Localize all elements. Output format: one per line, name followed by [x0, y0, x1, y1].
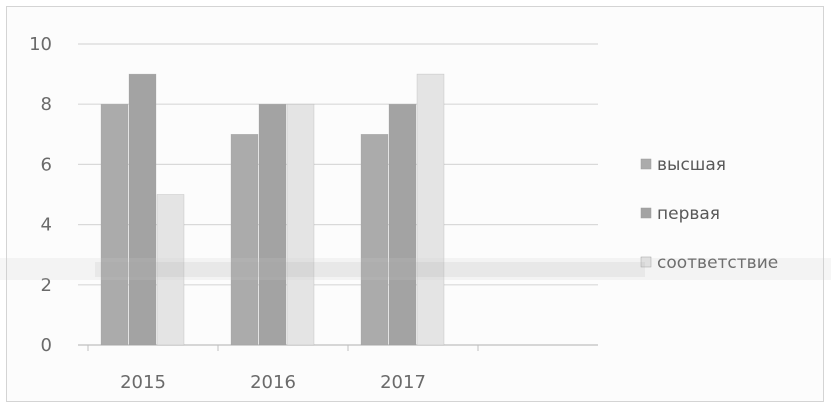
y-tick-label: 10: [29, 34, 52, 55]
legend-swatch: [640, 158, 652, 170]
bar-2015-series-1: [100, 103, 129, 346]
bar-2015-series-3: [156, 194, 185, 346]
bars: [100, 73, 445, 346]
x-tick-label: 2015: [120, 372, 166, 393]
legend-swatch: [640, 207, 652, 219]
y-tick-label: 6: [41, 154, 52, 175]
bar-2017-series-2: [388, 103, 417, 346]
bar-2016-series-1: [230, 134, 259, 346]
y-tick-label: 4: [41, 215, 52, 236]
legend: высшая первая соответствие: [640, 155, 778, 273]
y-tick-label: 2: [41, 275, 52, 296]
x-axis-ticks: 2015 2016 2017: [120, 372, 426, 393]
legend-label: высшая: [657, 155, 726, 175]
legend-label: соответствие: [657, 253, 778, 273]
y-axis-ticks: 0 2 4 6 8 10: [29, 34, 52, 356]
x-tick-label: 2017: [380, 372, 426, 393]
bar-2016-series-2: [258, 103, 287, 346]
legend-label: первая: [657, 204, 720, 224]
x-tick-label: 2016: [250, 372, 296, 393]
scan-noise-band: [0, 258, 831, 280]
y-tick-label: 8: [41, 94, 52, 115]
bar-2017-series-1: [360, 134, 389, 346]
y-tick-label: 0: [41, 335, 52, 356]
legend-swatch: [640, 256, 652, 268]
bar-2017-series-3: [416, 73, 445, 346]
bar-2015-series-2: [128, 73, 157, 346]
bar-2016-series-3: [286, 103, 315, 346]
